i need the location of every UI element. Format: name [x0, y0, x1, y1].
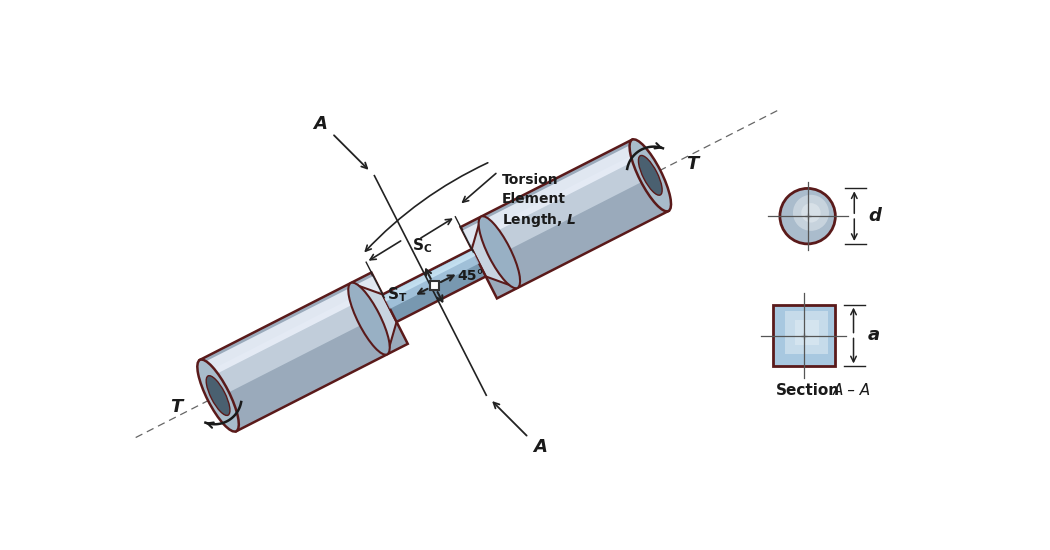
- Circle shape: [793, 195, 828, 231]
- Polygon shape: [351, 283, 397, 354]
- Polygon shape: [467, 152, 651, 265]
- Polygon shape: [206, 285, 391, 397]
- Text: $\mathbf{S_T}$: $\mathbf{S_T}$: [387, 285, 407, 304]
- Text: A: A: [533, 438, 547, 456]
- Text: Section: Section: [776, 383, 840, 398]
- Polygon shape: [462, 143, 642, 245]
- Ellipse shape: [197, 360, 238, 432]
- Ellipse shape: [206, 376, 230, 415]
- Polygon shape: [471, 217, 518, 288]
- Text: A – A: A – A: [833, 383, 870, 398]
- Polygon shape: [795, 320, 819, 345]
- Circle shape: [801, 203, 821, 223]
- Polygon shape: [773, 305, 835, 366]
- Text: T: T: [686, 155, 698, 173]
- Text: A: A: [314, 115, 328, 133]
- Text: Torsion
Element
Length, $\bfit{L}$: Torsion Element Length, $\bfit{L}$: [502, 173, 576, 229]
- Polygon shape: [202, 276, 380, 378]
- Text: T: T: [170, 398, 183, 416]
- Polygon shape: [200, 272, 407, 431]
- Polygon shape: [385, 254, 479, 309]
- Text: $\mathbf{S_C}$: $\mathbf{S_C}$: [412, 236, 432, 255]
- Ellipse shape: [349, 283, 390, 355]
- Circle shape: [780, 189, 836, 244]
- Text: d: d: [868, 207, 881, 225]
- Polygon shape: [785, 311, 828, 354]
- Polygon shape: [382, 249, 486, 322]
- Polygon shape: [383, 250, 476, 301]
- Polygon shape: [461, 140, 669, 299]
- Text: a: a: [867, 327, 880, 344]
- Polygon shape: [429, 281, 439, 290]
- Ellipse shape: [630, 139, 671, 211]
- Ellipse shape: [479, 216, 520, 288]
- Ellipse shape: [638, 156, 663, 195]
- Text: 45°: 45°: [457, 269, 483, 283]
